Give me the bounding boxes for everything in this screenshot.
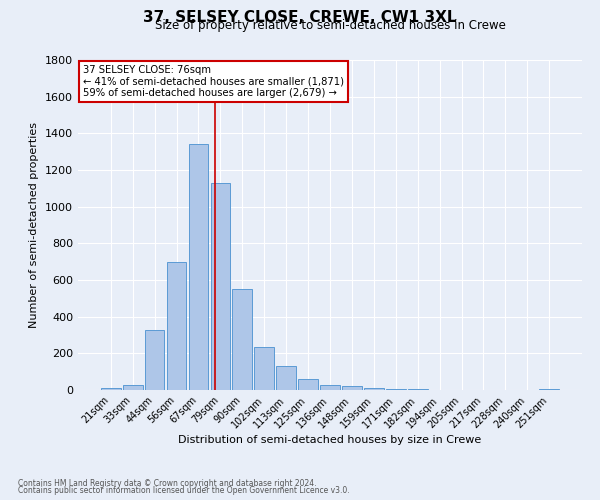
Bar <box>320 384 340 390</box>
Title: Size of property relative to semi-detached houses in Crewe: Size of property relative to semi-detach… <box>155 20 505 32</box>
Bar <box>364 388 384 390</box>
Bar <box>386 389 406 390</box>
Bar <box>123 384 143 390</box>
Bar <box>211 183 230 390</box>
Bar <box>254 347 274 390</box>
Bar <box>342 386 362 390</box>
Bar <box>167 262 187 390</box>
X-axis label: Distribution of semi-detached houses by size in Crewe: Distribution of semi-detached houses by … <box>178 436 482 446</box>
Bar <box>298 379 318 390</box>
Text: Contains HM Land Registry data © Crown copyright and database right 2024.: Contains HM Land Registry data © Crown c… <box>18 478 317 488</box>
Bar <box>101 388 121 390</box>
Bar <box>276 366 296 390</box>
Y-axis label: Number of semi-detached properties: Number of semi-detached properties <box>29 122 40 328</box>
Bar <box>145 330 164 390</box>
Text: 37 SELSEY CLOSE: 76sqm
← 41% of semi-detached houses are smaller (1,871)
59% of : 37 SELSEY CLOSE: 76sqm ← 41% of semi-det… <box>83 65 344 98</box>
Bar <box>188 144 208 390</box>
Bar <box>539 389 559 390</box>
Text: 37, SELSEY CLOSE, CREWE, CW1 3XL: 37, SELSEY CLOSE, CREWE, CW1 3XL <box>143 10 457 25</box>
Bar <box>232 289 252 390</box>
Text: Contains public sector information licensed under the Open Government Licence v3: Contains public sector information licen… <box>18 486 350 495</box>
